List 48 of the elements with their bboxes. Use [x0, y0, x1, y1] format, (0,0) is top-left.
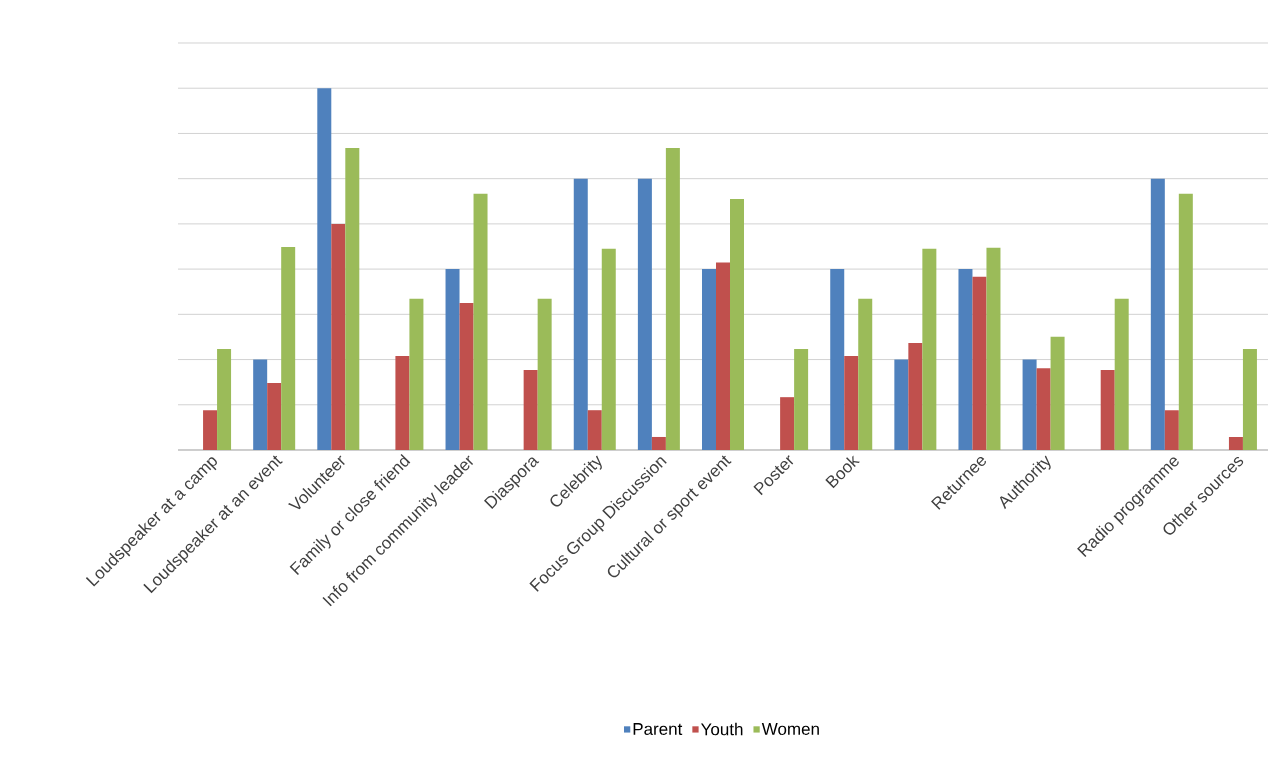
- bar: [1022, 359, 1037, 450]
- bar: [986, 247, 1001, 450]
- bar: [1164, 410, 1179, 450]
- bar: [217, 349, 232, 450]
- bar: [1100, 370, 1115, 450]
- bar: [1150, 178, 1165, 450]
- bar: [1114, 298, 1129, 450]
- bar: [537, 298, 552, 450]
- bar: [894, 359, 909, 450]
- bar: [637, 178, 652, 450]
- bar: [844, 355, 859, 450]
- bar: [281, 247, 296, 450]
- bar: [702, 269, 716, 450]
- bar: [794, 349, 809, 450]
- bar: [830, 269, 845, 450]
- bar: [730, 198, 744, 450]
- bar: [922, 248, 937, 450]
- bar: [601, 248, 616, 450]
- bar: [573, 178, 588, 450]
- bar: [716, 262, 730, 450]
- bar: [523, 370, 538, 450]
- bar: [1036, 368, 1051, 450]
- bar: [1228, 436, 1243, 450]
- bar: [267, 383, 282, 450]
- bar: [908, 342, 923, 450]
- bar: [1050, 336, 1065, 450]
- bar: [651, 436, 666, 450]
- bar: [587, 410, 602, 450]
- bar: [1242, 349, 1257, 450]
- legend-label: Women: [761, 723, 819, 735]
- bar: [972, 276, 987, 450]
- legend-label: Youth: [700, 722, 743, 736]
- bar: [1178, 193, 1193, 450]
- bar: [203, 410, 218, 450]
- bar: [331, 223, 346, 450]
- legend-label: Parent: [633, 723, 683, 735]
- bar: [858, 298, 873, 450]
- bar: [445, 269, 460, 450]
- bar: [345, 147, 360, 450]
- bar: [409, 298, 424, 450]
- bar: [253, 359, 268, 450]
- bar: [473, 193, 488, 450]
- bar: [958, 269, 973, 450]
- bar: [665, 147, 680, 450]
- bar: [459, 303, 474, 450]
- bar: [780, 397, 795, 450]
- bar: [317, 88, 332, 450]
- bar: [395, 355, 410, 450]
